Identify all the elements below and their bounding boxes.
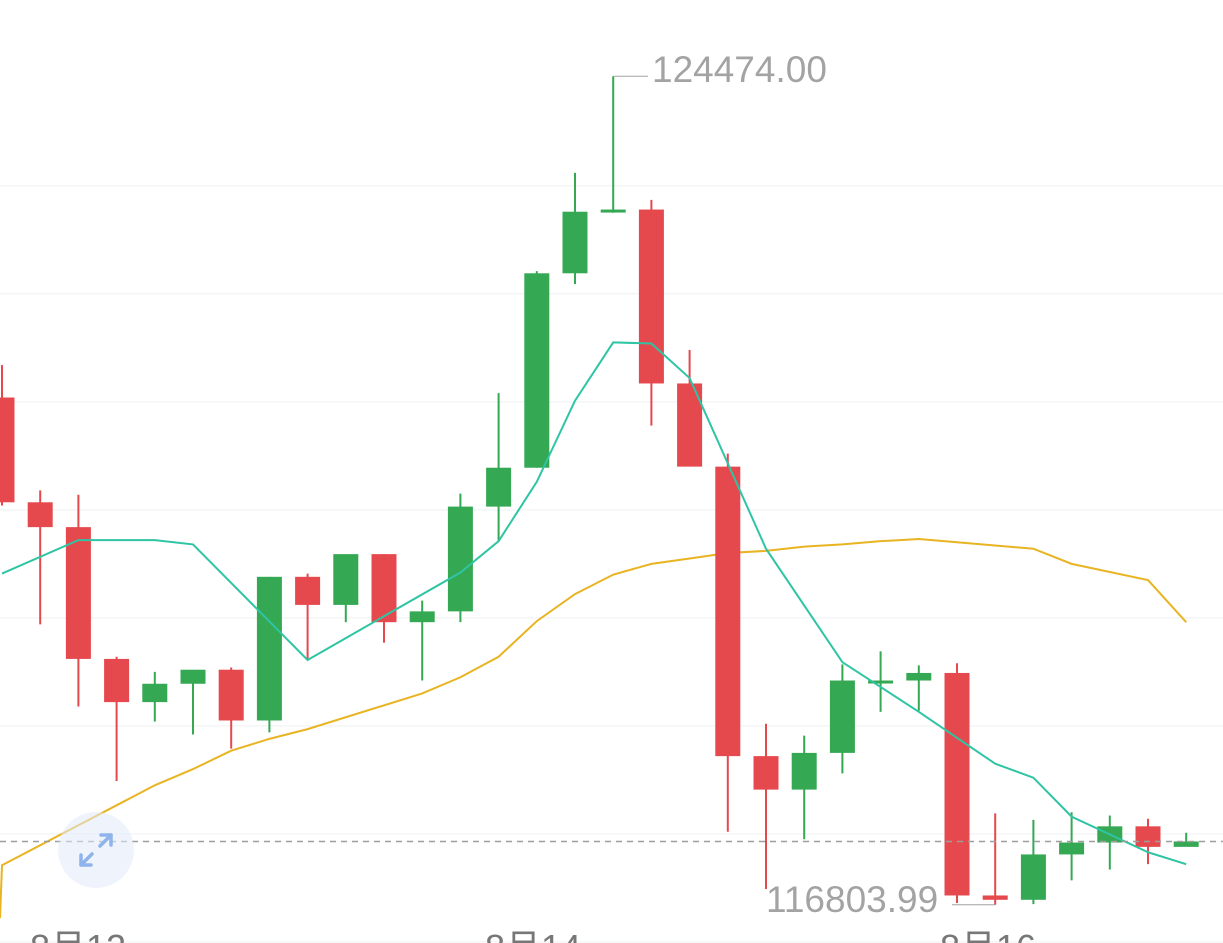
candle-body-0: [0, 397, 15, 503]
x-axis-labels: 8月12 8月14 8月16: [30, 927, 1036, 943]
candle-8: [295, 573, 321, 659]
low-price-label: 116803.99: [766, 879, 938, 920]
candle-body-13: [486, 467, 512, 507]
candle-body-25: [944, 672, 970, 896]
candle-0: [0, 365, 15, 506]
candle-31: [1173, 832, 1199, 847]
candle-body-11: [409, 611, 435, 623]
candle-body-20: [753, 756, 779, 790]
x-label-1: 8月12: [30, 927, 126, 943]
candle-29: [1097, 815, 1123, 870]
high-price-label: 124474.00: [652, 49, 827, 90]
ma-short-line: [1, 341, 1187, 866]
ma-short-series: [1, 341, 1187, 866]
candle-body-19: [715, 466, 741, 757]
expand-arrows-icon: [79, 833, 113, 867]
candle-9: [333, 554, 359, 623]
candle-5: [180, 669, 206, 735]
candle-body-14: [524, 273, 550, 468]
ma-long-line: [0, 538, 1187, 919]
candle-body-27: [1020, 854, 1046, 900]
candle-body-6: [218, 669, 244, 721]
candle-body-22: [829, 680, 855, 753]
candle-body-28: [1059, 842, 1085, 855]
candle-11: [409, 600, 435, 681]
candle-body-2: [65, 527, 91, 659]
candle-24: [906, 665, 932, 711]
candle-12: [447, 493, 473, 623]
candle-body-15: [562, 211, 588, 274]
candle-13: [486, 393, 512, 542]
low-price-annotation: 116803.99: [766, 879, 996, 920]
candle-body-8: [295, 576, 321, 605]
candle-body-4: [142, 683, 168, 703]
candle-26: [982, 813, 1008, 905]
candle-27: [1020, 819, 1046, 905]
candle-body-30: [1135, 826, 1161, 847]
candle-10: [371, 554, 397, 643]
candle-body-5: [180, 669, 206, 684]
candle-body-9: [333, 554, 359, 605]
candle-6: [218, 667, 244, 749]
candles-group: [0, 76, 1199, 905]
x-label-2: 8月14: [485, 927, 581, 943]
x-label-3: 8月16: [940, 927, 1036, 943]
candle-body-3: [104, 658, 130, 703]
candle-2: [65, 494, 91, 707]
candle-14: [524, 271, 550, 468]
candle-4: [142, 671, 168, 722]
expand-chart-button[interactable]: [58, 812, 134, 888]
high-price-annotation: 124474.00: [613, 49, 827, 90]
candle-body-24: [906, 672, 932, 681]
candle-16: [600, 76, 626, 213]
candle-3: [104, 656, 130, 781]
candle-1: [27, 490, 53, 625]
candle-body-26: [982, 895, 1008, 900]
candle-body-17: [638, 209, 664, 384]
candle-25: [944, 663, 970, 904]
candle-23: [868, 651, 894, 712]
candle-body-23: [868, 680, 894, 684]
candle-28: [1059, 812, 1085, 881]
candle-15: [562, 172, 588, 285]
candle-18: [677, 349, 703, 467]
candle-body-7: [256, 576, 282, 721]
candle-7: [256, 576, 282, 733]
candle-body-31: [1173, 841, 1199, 847]
candle-body-16: [600, 209, 626, 213]
ma-long-series: [0, 538, 1187, 919]
candle-body-21: [791, 752, 817, 790]
candle-body-12: [447, 506, 473, 612]
candle-body-1: [27, 502, 53, 528]
candle-22: [829, 664, 855, 774]
candle-19: [715, 453, 741, 832]
candle-17: [638, 199, 664, 426]
chart-grid: [0, 185, 1223, 943]
candle-20: [753, 723, 779, 889]
candle-21: [791, 735, 817, 840]
